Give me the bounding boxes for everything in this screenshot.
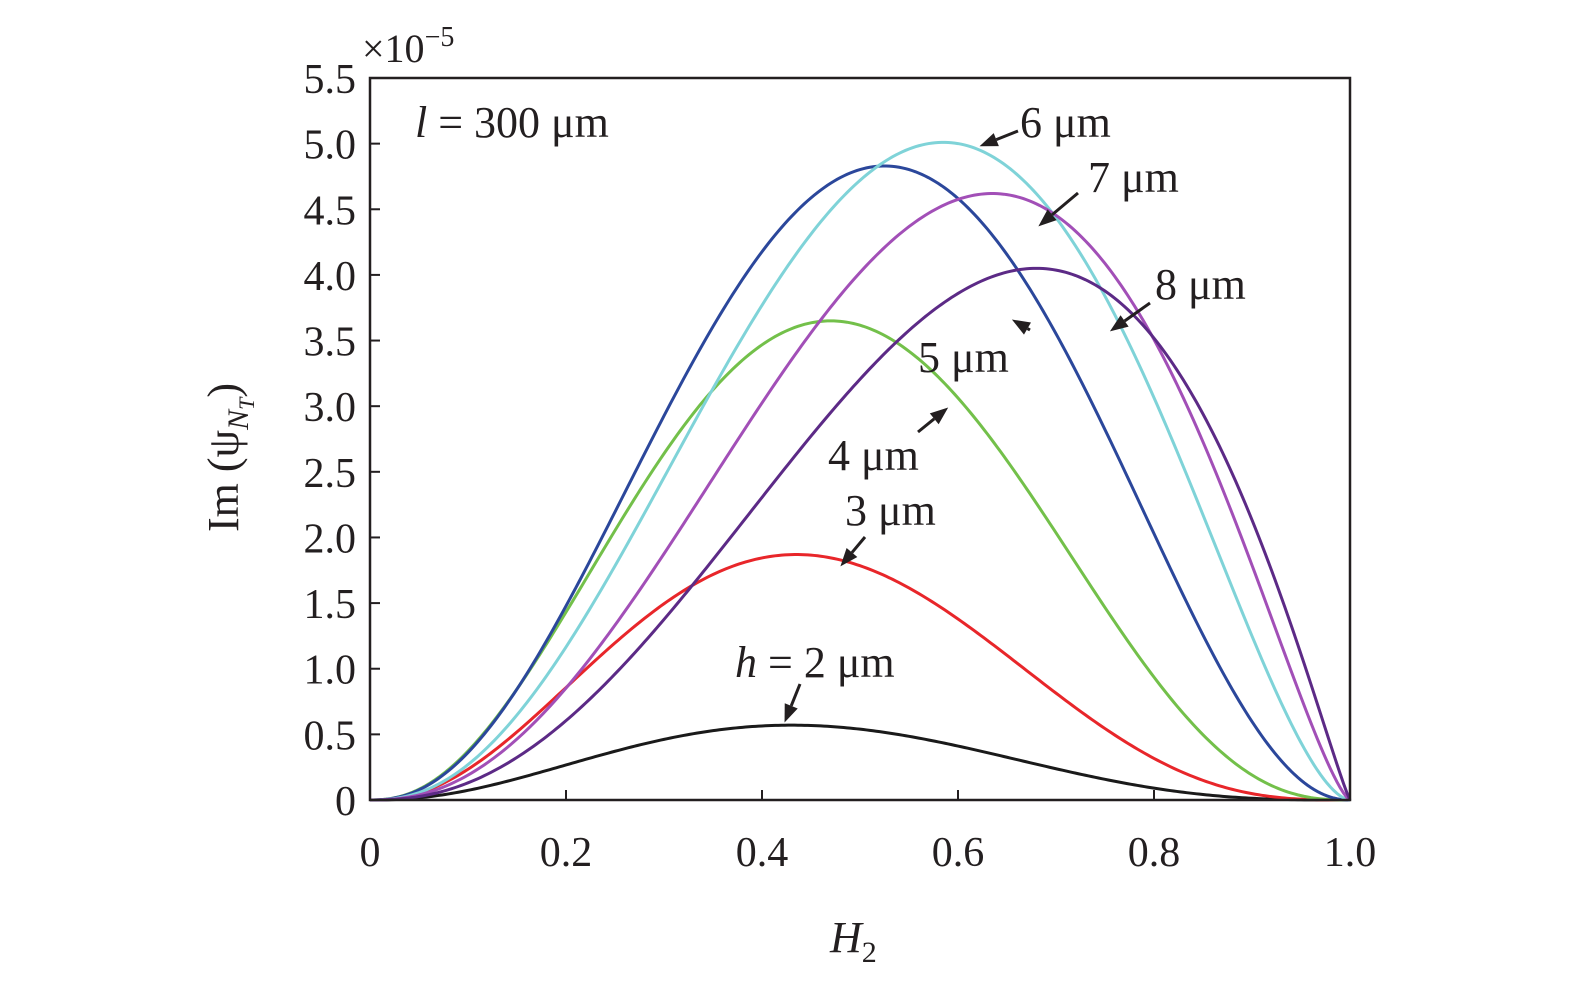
y-tick-label: 2.0	[304, 516, 357, 562]
arrow-head	[1011, 319, 1031, 335]
series-curve	[369, 266, 1352, 802]
x-tick-label: 0.2	[540, 830, 593, 876]
x-tick-label: 0.4	[736, 830, 789, 876]
annotation-arrow	[1026, 327, 1031, 332]
series-curve	[369, 553, 1350, 802]
annotation-arrow	[1051, 191, 1079, 216]
curve-label: 5 μm	[918, 333, 1009, 382]
y-tick-label: 1.0	[304, 648, 357, 694]
parameter-note: l = 300 μm	[415, 98, 609, 147]
curve-label: 3 μm	[845, 486, 936, 535]
annotation-arrow	[995, 129, 1019, 142]
series-curve	[369, 140, 1351, 802]
y-axis-label: Im (ψNT)	[199, 383, 259, 532]
x-tick-label: 0.8	[1128, 830, 1181, 876]
x-tick-label: 0.6	[932, 830, 985, 876]
x-axis-label: H2	[829, 913, 877, 969]
y-tick-label: 0	[335, 779, 356, 825]
curve-label: 8 μm	[1155, 260, 1246, 309]
y-tick-label: 2.5	[304, 451, 357, 497]
x-tick-label: 0	[360, 830, 381, 876]
curve-label: 4 μm	[828, 431, 919, 480]
y-tick-label: 4.5	[304, 188, 357, 234]
arrow-head	[1038, 209, 1057, 227]
curve-label: 6 μm	[1020, 98, 1111, 147]
curve-label: 7 μm	[1088, 153, 1179, 202]
y-tick-label: 4.0	[304, 254, 357, 300]
arrow-head	[1109, 315, 1129, 332]
annotation-arrow	[850, 536, 867, 554]
annotation-arrow	[789, 683, 802, 707]
y-axis: 0 0.5 1.0 1.5 2.0 2.5 3.0 3.5 4.0 4.5 5.0 5.5	[304, 57, 380, 825]
annotation-arrow	[917, 417, 936, 434]
arrow-head	[840, 548, 858, 567]
annotation-arrow	[1123, 301, 1151, 323]
x-axis: 0 0.2 0.4 0.6 0.8 1.0	[360, 790, 1377, 876]
arrow-head	[784, 703, 798, 723]
series-curve	[369, 192, 1351, 802]
curve-label: h = 2 μm	[735, 638, 895, 687]
y-multiplier: ×10−5	[362, 22, 454, 71]
x-tick-label: 1.0	[1324, 830, 1377, 876]
series-curve	[369, 164, 1351, 802]
arrow-head	[979, 133, 999, 147]
curve-annotations: h = 2 μm 3 μm 4 μm 5 μm 6 μm 7 μm 8 μm	[735, 98, 1246, 723]
y-tick-label: 1.5	[304, 582, 357, 628]
series-curves	[369, 140, 1352, 802]
y-tick-label: 3.0	[304, 385, 357, 431]
y-tick-label: 5.0	[304, 123, 357, 169]
series-curve	[370, 723, 1350, 802]
plot-frame	[368, 76, 1352, 802]
y-tick-label: 0.5	[304, 713, 357, 759]
y-tick-label: 3.5	[304, 320, 357, 366]
arrow-head	[929, 407, 949, 425]
y-tick-label: 5.5	[304, 57, 357, 103]
